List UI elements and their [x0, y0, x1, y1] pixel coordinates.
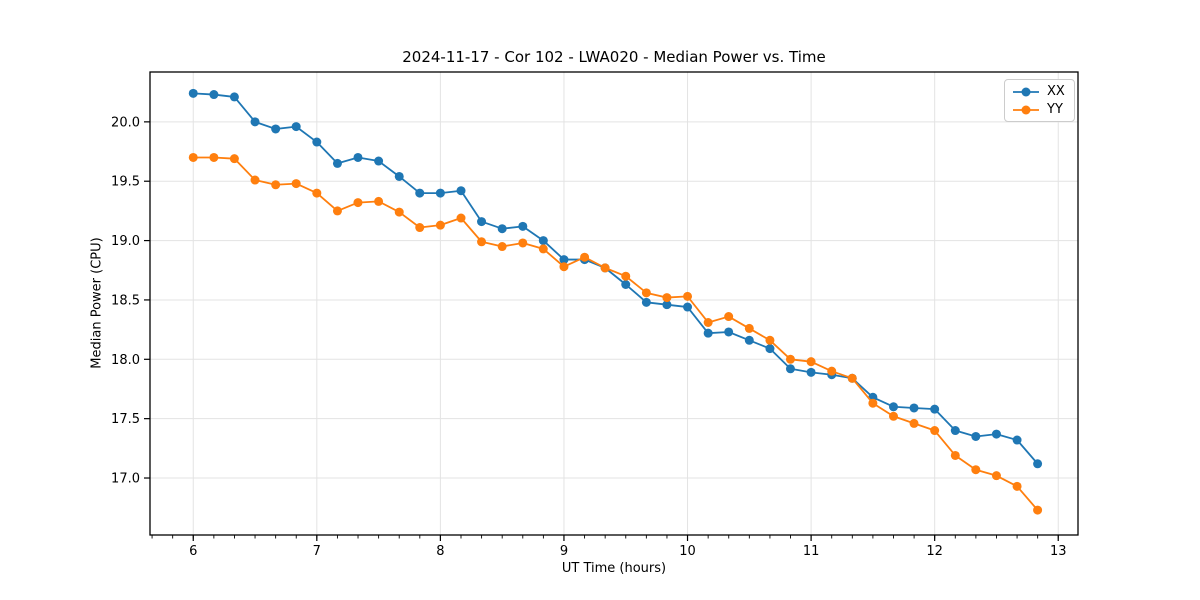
y-axis-label: Median Power (CPU)	[89, 237, 105, 369]
svg-text:17.0: 17.0	[111, 472, 140, 487]
y-axis-tick-labels: 17.0 17.5 18.0 18.5 19.0 19.5 20.0	[111, 115, 140, 486]
legend-label: XX	[1047, 84, 1065, 99]
chart-title: 2024-11-17 - Cor 102 - LWA020 - Median P…	[402, 48, 826, 66]
svg-text:20.0: 20.0	[111, 115, 140, 130]
svg-text:10: 10	[679, 544, 696, 559]
x-axis-tick-labels: 6 7 8 9 10 11 12 13	[189, 544, 1066, 559]
svg-text:8: 8	[436, 544, 444, 559]
series-YY-line	[193, 156, 1039, 511]
axes-frame	[149, 71, 1079, 536]
legend-entry-yy: YY	[1012, 102, 1065, 117]
svg-text:9: 9	[560, 544, 568, 559]
svg-text:19.0: 19.0	[111, 234, 140, 249]
svg-text:18.0: 18.0	[111, 353, 140, 368]
x-axis-ticks	[151, 535, 1059, 541]
series-YY-markers	[188, 152, 1043, 515]
svg-text:11: 11	[803, 544, 820, 559]
x-axis-label: UT Time (hours)	[561, 561, 667, 576]
legend-entry-xx: XX	[1012, 84, 1065, 99]
svg-text:13: 13	[1050, 544, 1067, 559]
svg-text:17.5: 17.5	[111, 412, 140, 427]
svg-text:18.5: 18.5	[111, 293, 140, 308]
svg-text:12: 12	[926, 544, 943, 559]
y-axis-ticks	[144, 121, 150, 479]
svg-text:19.5: 19.5	[111, 175, 140, 190]
svg-text:7: 7	[313, 544, 321, 559]
legend-label: YY	[1047, 102, 1063, 117]
legend-line-marker-icon	[1013, 105, 1039, 114]
legend: XX YY	[1004, 79, 1075, 122]
gridlines	[150, 72, 1078, 535]
svg-text:6: 6	[189, 544, 197, 559]
legend-line-marker-icon	[1013, 87, 1039, 96]
